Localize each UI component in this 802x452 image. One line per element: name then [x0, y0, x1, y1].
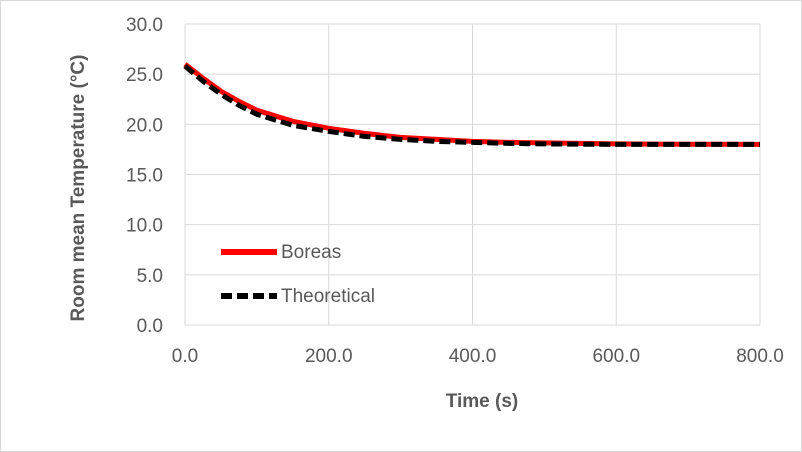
x-tick-label: 800.0: [736, 346, 784, 367]
x-axis-title: Time (s): [446, 391, 519, 412]
y-tick-label: 15.0: [126, 166, 163, 187]
y-axis-title: Room mean Temperature (°C): [68, 55, 89, 322]
legend-label-theoretical: Theoretical: [281, 286, 375, 307]
gridlines: [184, 23, 761, 326]
legend-label-boreas: Boreas: [281, 242, 341, 263]
y-tick-label: 30.0: [126, 15, 163, 36]
y-tick-labels: 0.0 5.0 10.0 15.0 20.0 25.0 30.0: [126, 15, 163, 337]
x-tick-labels: 0.0 200.0 400.0 600.0 800.0: [172, 346, 784, 367]
y-tick-label: 25.0: [126, 65, 163, 86]
x-tick-label: 0.0: [172, 346, 198, 367]
series-lines: [183, 62, 761, 147]
legend: Boreas Theoretical: [221, 242, 375, 307]
y-tick-label: 5.0: [137, 266, 163, 287]
y-tick-label: 0.0: [137, 316, 163, 337]
x-tick-label: 600.0: [592, 346, 640, 367]
series-line-theoretical: [183, 64, 760, 147]
x-tick-label: 200.0: [305, 346, 353, 367]
y-tick-label: 10.0: [126, 216, 163, 237]
y-tick-label: 20.0: [126, 115, 163, 136]
x-tick-label: 400.0: [449, 346, 497, 367]
